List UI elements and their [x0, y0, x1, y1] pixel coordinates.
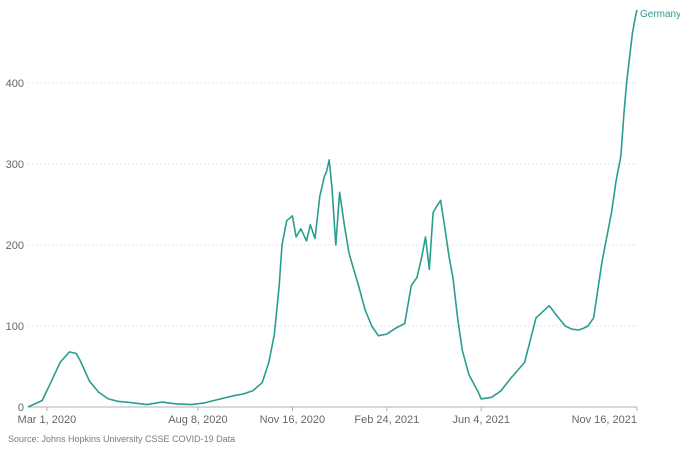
- grid-lines: [28, 82, 637, 327]
- x-axis-ticks: Mar 1, 2020 Aug 8, 2020 Nov 16, 2020 Feb 24…: [18, 407, 638, 426]
- y-tick-label: 0: [18, 402, 24, 414]
- y-tick-label: 400: [6, 78, 24, 90]
- source-note: Source: Johns Hopkins University CSSE CO…: [8, 434, 236, 444]
- x-tick-label: Nov 16, 2021: [572, 414, 637, 426]
- x-tick-label: Nov 16, 2020: [260, 414, 325, 426]
- x-tick-label: Feb 24, 2021: [354, 414, 419, 426]
- x-tick-label: Aug 8, 2020: [168, 414, 227, 426]
- y-tick-label: 300: [6, 159, 24, 171]
- y-tick-label: 100: [6, 321, 24, 333]
- y-tick-label: 200: [6, 240, 24, 252]
- series-label-germany: Germany: [640, 9, 680, 20]
- x-tick-label: Jun 4, 2021: [452, 414, 510, 426]
- x-tick-label: Mar 1, 2020: [18, 414, 77, 426]
- series-line-germany: [27, 9, 638, 408]
- y-axis-ticks: 0 100 200 300 400: [6, 78, 24, 414]
